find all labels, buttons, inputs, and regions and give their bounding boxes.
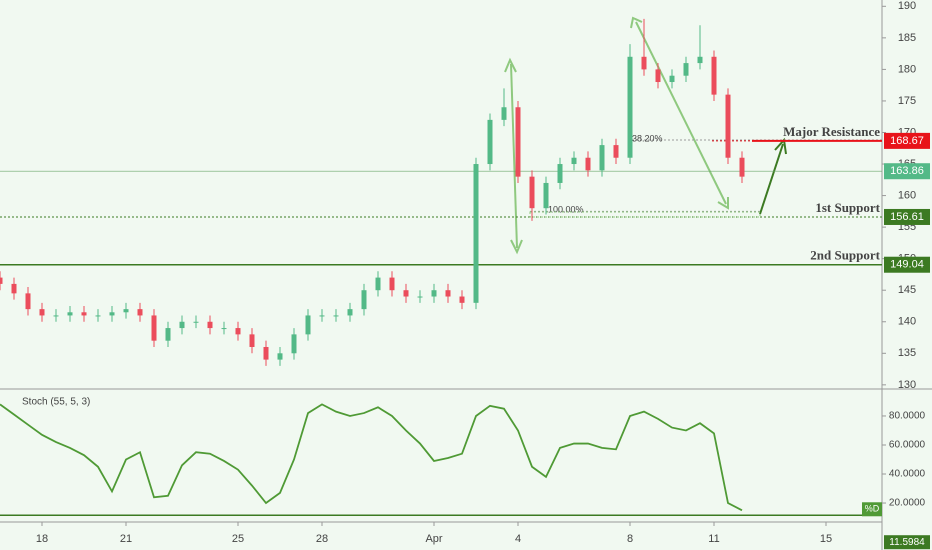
x-tick-label: Apr [425, 533, 442, 545]
level-value: 156.61 [890, 211, 924, 223]
candle-body [67, 312, 73, 316]
candle-body [109, 312, 115, 316]
candle-body [487, 119, 493, 165]
candle-body [417, 296, 423, 298]
series-tag [862, 502, 882, 517]
x-tick-label: 28 [316, 533, 328, 545]
candle-body [249, 334, 255, 347]
candle-body [459, 296, 465, 303]
candle-body [627, 56, 633, 158]
candle-body [655, 69, 661, 83]
level-value: 149.04 [890, 259, 924, 271]
candle-body [179, 321, 185, 329]
x-tick-label: 11 [708, 533, 719, 545]
indicator-title: Stoch (55, 5, 3) [22, 397, 90, 408]
candle-body [557, 164, 563, 183]
y-tick-label: 160 [898, 189, 916, 201]
candle-body [95, 315, 101, 317]
y-tick-label: 140 [898, 316, 916, 328]
candle-body [39, 309, 45, 316]
candle-body [543, 182, 549, 209]
level-name: Major Resistance [783, 124, 880, 139]
candle-body [235, 328, 241, 335]
candle-body [319, 315, 325, 317]
series-label: %D [865, 504, 880, 514]
candle-body [291, 334, 297, 354]
candle-body [585, 157, 591, 171]
candle-body [165, 328, 171, 341]
candle-body [207, 321, 213, 329]
candle-body [361, 290, 367, 310]
candle-body [571, 157, 577, 165]
candle-body [0, 277, 3, 284]
stoch-last-label: 11.5984 [889, 537, 925, 548]
candle-body [725, 94, 731, 158]
candle-body [193, 321, 199, 323]
y-tick-label: 135 [898, 347, 916, 359]
y-tick-label: 145 [898, 284, 916, 296]
candle-body [277, 353, 283, 360]
x-tick-label: 4 [515, 533, 521, 545]
stoch-line [0, 403, 743, 512]
candle-body [53, 315, 59, 317]
candle-body [669, 75, 675, 83]
candle-body [137, 309, 143, 316]
y-tick-label: 60.0000 [889, 440, 926, 451]
candle-body [697, 56, 703, 64]
level-name: 1st Support [815, 200, 880, 215]
candle-body [711, 56, 717, 95]
y-tick-label: 185 [898, 32, 916, 44]
candle-body [333, 315, 339, 317]
last-price-tag [884, 163, 930, 180]
y-tick-label: 175 [898, 95, 916, 107]
level-tag [884, 208, 930, 225]
y-tick-label: 40.0000 [889, 469, 926, 480]
candle-body [445, 290, 451, 297]
candle-body [683, 63, 689, 76]
x-tick-label: 25 [232, 533, 244, 545]
candle-body [151, 315, 157, 341]
fib-label: 100.00% [548, 205, 584, 215]
candle-body [431, 290, 437, 297]
x-tick-label: 15 [820, 533, 832, 545]
candle-body [221, 328, 227, 330]
candle-body [123, 309, 129, 313]
candle-body [347, 309, 353, 316]
level-tag [884, 132, 930, 149]
candle-body [641, 56, 647, 70]
fib-label: 38.20% [632, 133, 663, 143]
candle-body [599, 145, 605, 171]
candle-body [529, 176, 535, 209]
candle-body [375, 277, 381, 291]
stoch-last-tag [884, 535, 930, 550]
last-price-label: 163.86 [890, 165, 924, 177]
support-zone [529, 211, 761, 218]
candle-body [739, 157, 745, 177]
candle-body [305, 315, 311, 335]
candle-body [81, 312, 87, 316]
y-tick-label: 20.0000 [889, 498, 926, 509]
level-value: 168.67 [890, 135, 924, 147]
y-tick-label: 130 [898, 379, 916, 391]
candle-body [11, 283, 17, 294]
y-tick-label: 180 [898, 63, 916, 75]
candle-body [403, 290, 409, 297]
candle-body [501, 107, 507, 120]
y-tick-label: 80.0000 [889, 411, 926, 422]
candle-body [263, 346, 269, 360]
x-tick-label: 8 [627, 533, 633, 545]
level-tag [884, 256, 930, 273]
candle-body [473, 164, 479, 303]
candle-body [389, 277, 395, 291]
level-name: 2nd Support [810, 248, 880, 263]
x-tick-label: 21 [120, 533, 132, 545]
y-tick-label: 190 [898, 0, 916, 12]
candle-body [613, 145, 619, 158]
candle-body [515, 107, 521, 177]
candle-body [25, 293, 31, 310]
x-tick-label: 18 [36, 533, 48, 545]
